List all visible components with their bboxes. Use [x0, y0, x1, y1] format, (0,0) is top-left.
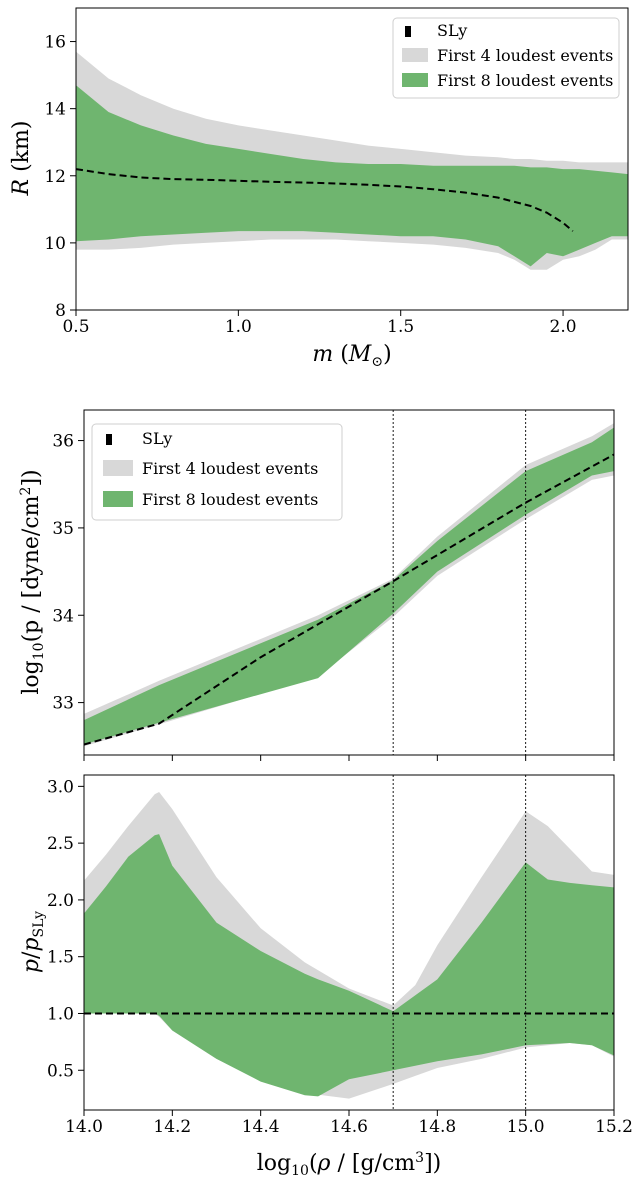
p3-xtick-label: 14.6: [330, 1117, 368, 1137]
p3-ylabel: p/pSLy: [19, 911, 47, 973]
p2-legend-4-swatch: [103, 460, 133, 476]
p1-ytick-label: 16: [44, 33, 66, 53]
p3-xtick-label: 14.4: [242, 1117, 280, 1137]
p3-xtick-label: 14.8: [418, 1117, 456, 1137]
p2-legend-4: First 4 loudest events: [142, 459, 318, 478]
p1-ytick-label: 10: [44, 234, 66, 254]
p1-legend-4: First 4 loudest events: [437, 46, 613, 65]
p1-ytick-label: 14: [44, 100, 66, 120]
p1-legend-sly: SLy: [437, 21, 467, 40]
p1-legend-4-swatch: [402, 48, 428, 62]
p1-legend: SLy First 4 loudest events First 8 loude…: [392, 17, 620, 99]
p2-legend-8-swatch: [103, 491, 133, 507]
p3-ytick-label: 2.5: [47, 834, 74, 854]
p3-ytick-label: 2.0: [47, 891, 74, 911]
p1-xtick-label: 1.0: [225, 317, 252, 337]
p2-ytick-label: 34: [52, 606, 74, 626]
p3-ytick-label: 0.5: [47, 1061, 74, 1081]
p1-xlabel: m (M⊙): [312, 342, 391, 370]
p3-ytick-label: 1.0: [47, 1004, 74, 1024]
p2-legend-8: First 8 loudest events: [142, 490, 318, 509]
p3-ytick-label: 1.5: [47, 948, 74, 968]
p2-ytick-label: 36: [52, 432, 74, 452]
p1-plot-area: [76, 51, 628, 270]
p1-xtick-label: 0.5: [62, 317, 89, 337]
p3-xtick-label: 15.2: [595, 1117, 633, 1137]
p3-plot-area: [84, 775, 614, 1110]
p1-legend-8-swatch: [402, 73, 428, 87]
p1-sly-line: [76, 168, 574, 232]
p1-ytick-label: 12: [44, 167, 66, 187]
p3-xtick-label: 14.2: [153, 1117, 191, 1137]
p1-legend-sly-swatch: [405, 26, 411, 37]
p1-band-first-8: [76, 85, 628, 267]
p1-xtick-label: 1.5: [387, 317, 414, 337]
p2-plot-area: [84, 410, 614, 755]
p2-legend: SLy First 4 loudest events First 8 loude…: [91, 423, 343, 521]
p1-legend-8: First 8 loudest events: [437, 71, 613, 90]
p1-ytick-label: 8: [55, 301, 66, 321]
panel-pressure-density: 33 34 35 36 log10(p / [dyne/cm2]) SLy First…: [18, 409, 615, 761]
p3-xlabel: log10(ρ / [g/cm3]): [257, 1150, 442, 1179]
p3-xtick-label: 14.0: [65, 1117, 103, 1137]
panel-radius-mass: 8 10 12 14 16 0.5 1.0 1.5 2.0 R (km) m (M⊙) SLy …: [9, 7, 629, 370]
p3-band-first-8: [84, 834, 614, 1097]
p1-axes-frame: [75, 7, 629, 311]
p3-ytick-label: 3.0: [47, 777, 74, 797]
p1-ticks: 8 10 12 14 16 0.5 1.0 1.5 2.0: [44, 33, 576, 337]
panel-pressure-ratio: 0.5 1.0 1.5 2.0 2.5 3.0 14.0 14.2 14.4 14.6 14.8 15…: [19, 774, 633, 1179]
p2-ytick-label: 35: [52, 519, 74, 539]
p2-band-first-8: [84, 427, 614, 745]
p3-xtick-label: 15.0: [507, 1117, 545, 1137]
p2-legend-sly-swatch: [106, 434, 112, 445]
p2-ytick-label: 33: [52, 694, 74, 714]
p1-xtick-label: 2.0: [550, 317, 577, 337]
p2-sly-line: [84, 453, 614, 746]
p2-ticks: 33 34 35 36: [52, 432, 615, 761]
p2-ylabel: log10(p / [dyne/cm2]): [18, 469, 47, 694]
p2-legend-sly: SLy: [142, 429, 172, 448]
p1-ylabel: R (km): [9, 121, 34, 197]
p3-ticks: 0.5 1.0 1.5 2.0 2.5 3.0 14.0 14.2 14.4 14.6 14.8 15…: [47, 777, 633, 1137]
